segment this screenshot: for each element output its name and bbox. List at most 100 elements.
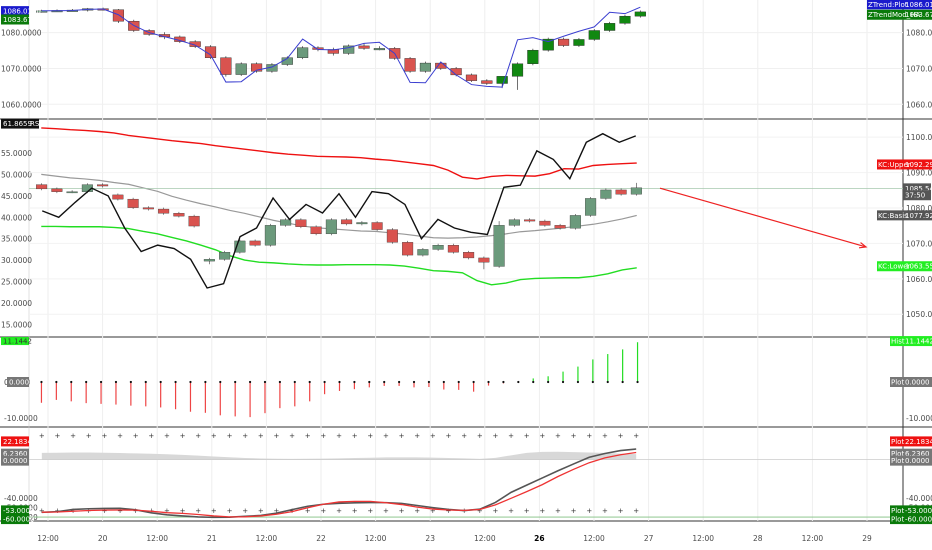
- osc-top-marker: +: [180, 432, 186, 440]
- kc-candle: [585, 198, 597, 216]
- ztrend-right-tag-name: ZTrendMod_HA: [868, 11, 920, 19]
- price-tick-right: 1060.0000: [906, 275, 932, 284]
- hist-zero-dot: [353, 380, 356, 384]
- osc-top-marker: +: [602, 432, 608, 440]
- ztrend-candle: [189, 41, 201, 47]
- osc-top-marker: +: [55, 432, 61, 440]
- hist-zero-dot: [412, 380, 416, 384]
- osc-top-marker: +: [289, 432, 295, 440]
- rsi-tick-left: 25.0000: [1, 278, 32, 287]
- osc-left-tag-box: [1, 455, 29, 466]
- osc-bottom-marker: +: [618, 507, 624, 515]
- osc-right-tag-name: Plot: [891, 438, 904, 446]
- ztrend-candle: [297, 47, 309, 58]
- kc-candle: [295, 219, 307, 227]
- osc-right-tag-name: Plot: [891, 450, 904, 458]
- osc-top-marker: +: [508, 432, 514, 440]
- ztrend-candle: [619, 15, 631, 24]
- kc-candle: [234, 240, 246, 253]
- ztrend-candle: [251, 63, 263, 72]
- osc-bottom-marker: +: [39, 507, 45, 515]
- kc-candle: [417, 249, 429, 256]
- osc-top-marker: +: [383, 432, 389, 440]
- kc-candle: [447, 245, 459, 253]
- hist-zero-dot: [636, 380, 639, 384]
- osc-top-marker: +: [133, 432, 139, 440]
- osc-top-marker: +: [571, 432, 577, 440]
- osc-top-marker: +: [352, 432, 358, 440]
- osc-top-marker: +: [195, 432, 201, 440]
- osc-top-marker: +: [555, 432, 561, 440]
- ztrend-candle: [481, 80, 493, 84]
- hist-zero-dot: [99, 380, 103, 384]
- hist-zero-dot: [487, 380, 490, 384]
- kc-right-tag-value: 37:50: [905, 192, 925, 200]
- hist-zero-dot: [219, 380, 222, 384]
- kc-candle: [219, 252, 231, 260]
- x-tick-label: 28: [753, 534, 763, 543]
- hist-zero-dot: [204, 380, 207, 384]
- kc-lower-line: [41, 225, 637, 286]
- x-tick-label: 12:00: [37, 534, 59, 543]
- kc-candle: [508, 219, 520, 226]
- osc-right-tag-value: -60.0000: [905, 516, 932, 524]
- ztrend-right-tag-value: 1083.6715: [905, 11, 932, 19]
- osc-top-marker: +: [399, 432, 405, 440]
- kc-candle: [51, 188, 63, 192]
- kc-candle: [127, 198, 139, 208]
- osc-top-marker: +: [227, 432, 233, 440]
- kc-right-tag-value: 1092.29: [905, 161, 932, 169]
- osc-right-tag-name: Plot: [891, 457, 904, 465]
- kc-candle: [630, 187, 642, 195]
- kc-right-tag-box: [877, 261, 932, 272]
- rsi-tick-left: 45.0000: [1, 192, 32, 201]
- osc-bottom-marker: +: [258, 507, 264, 515]
- osc-top-marker: +: [446, 432, 452, 440]
- hist-zero-dot: [427, 380, 431, 384]
- ztrend-candle: [220, 57, 232, 75]
- y-tick-left: 1060.0000: [1, 100, 42, 109]
- kc-right-tag-name: KC:Basis: [878, 212, 908, 220]
- hist-zero-dot: [189, 380, 192, 384]
- osc-top-marker: +: [148, 432, 154, 440]
- kc-candle: [249, 240, 261, 246]
- osc-bottom-marker: +: [508, 507, 514, 515]
- osc-bottom-marker: +: [195, 507, 201, 515]
- x-tick-label: 27: [644, 534, 654, 543]
- kc-candle: [569, 215, 581, 229]
- osc-bottom-marker: +: [414, 507, 420, 515]
- hist-zero-dot: [621, 380, 624, 384]
- ztrend-right-tag-box: [867, 0, 932, 10]
- osc-bottom-marker: +: [555, 507, 561, 515]
- rsi-tick-left: 55.0000: [1, 149, 32, 158]
- ztrend-right-tag-box: [867, 9, 932, 20]
- osc-left-tag-box: [1, 514, 29, 525]
- osc-top-marker: +: [492, 432, 498, 440]
- osc-top-marker: +: [211, 432, 217, 440]
- ztrend-candle: [404, 58, 416, 72]
- osc-bottom-marker: +: [180, 507, 186, 515]
- ztrend-candle: [358, 45, 370, 49]
- hist-zero-dot: [234, 380, 237, 384]
- ztrend-candle: [527, 49, 539, 64]
- osc-bottom-marker: +: [117, 507, 123, 515]
- x-tick-label: 12:00: [146, 534, 168, 543]
- hist-zero-tag-box: [7, 377, 29, 387]
- hist-zero-dot: [338, 380, 341, 384]
- hist-zero-dot: [40, 380, 43, 384]
- ztrend-candle: [204, 46, 217, 58]
- ztrend-candle: [112, 9, 124, 22]
- osc-bottom-marker: +: [289, 507, 295, 515]
- rsi-tick-left: 30.0000: [1, 256, 32, 265]
- rsi-tick-left: 20.0000: [1, 299, 32, 308]
- hist-zero-dot: [55, 380, 58, 384]
- osc-bottom-marker: +: [492, 507, 498, 515]
- hist-zero-dot: [472, 380, 475, 384]
- osc-bottom-marker: +: [352, 507, 358, 515]
- kc-candle: [432, 245, 444, 250]
- osc-bottom-marker: +: [164, 507, 170, 515]
- ztrend-candle: [542, 38, 554, 51]
- kc-right-tag-box: [903, 190, 931, 201]
